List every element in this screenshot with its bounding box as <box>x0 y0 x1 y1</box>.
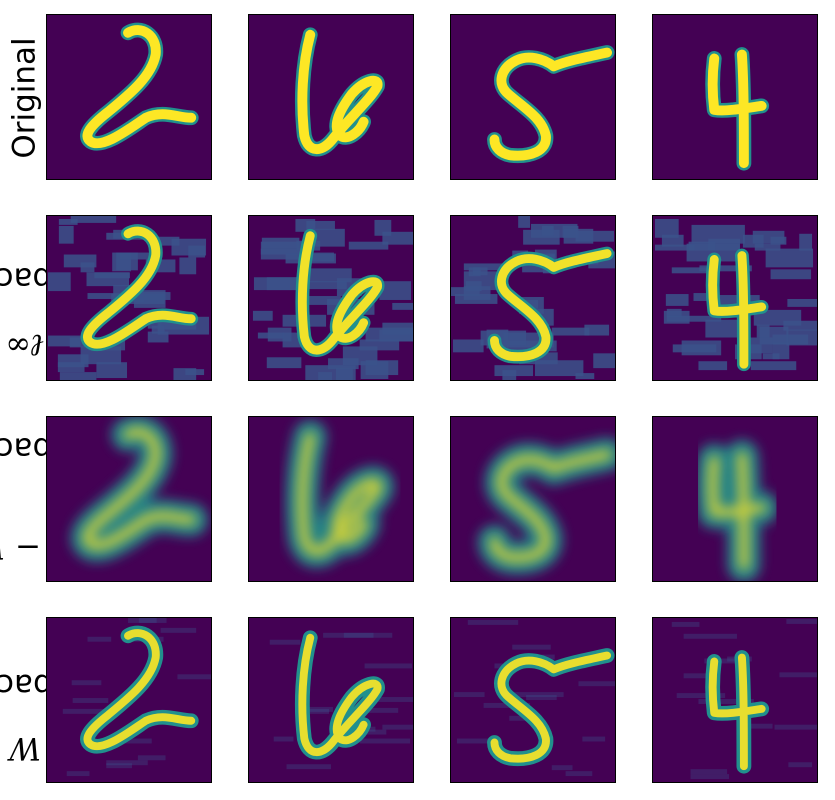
tile-w-col-2-image <box>249 618 413 782</box>
tile-linf-col-3-image <box>451 216 615 380</box>
tile-linf-col-1-image <box>47 216 211 380</box>
tile-linf-col-1 <box>46 215 212 381</box>
tile-w-col-1-image <box>47 618 211 782</box>
tile-l2w-col-3 <box>450 416 616 582</box>
tile-l2w-col-2 <box>248 416 414 582</box>
row-label-w-math: W <box>9 730 41 767</box>
tile-w-col-1 <box>46 617 212 783</box>
tile-w-col-4 <box>652 617 818 783</box>
tile-original-col-1 <box>46 14 212 180</box>
tile-w-col-3 <box>450 617 616 783</box>
tile-l2w-col-1-image <box>47 417 211 581</box>
row-label-l2w: ℓ₂ − W Space <box>0 400 76 600</box>
tile-original-col-4 <box>652 14 818 180</box>
tile-l2w-col-4-image <box>653 417 817 581</box>
row-label-linf: ℓ∞ Space <box>0 208 72 388</box>
tile-linf-col-4 <box>652 215 818 381</box>
tile-original-col-4-image <box>653 15 817 179</box>
tile-original-col-2 <box>248 14 414 180</box>
tile-w-col-3-image <box>451 618 615 782</box>
tile-l2w-col-1 <box>46 416 212 582</box>
tile-original-col-2-image <box>249 15 413 179</box>
tile-linf-col-4-image <box>653 216 817 380</box>
tile-w-col-2 <box>248 617 414 783</box>
tile-original-col-3 <box>450 14 616 180</box>
tile-w-col-4-image <box>653 618 817 782</box>
row-label-w: W Space <box>0 617 72 785</box>
tile-original-col-3-image <box>451 15 615 179</box>
tile-linf-col-3 <box>450 215 616 381</box>
row-label-original: Original <box>0 14 50 182</box>
tile-linf-col-2 <box>248 215 414 381</box>
row-label-original-text: Original <box>7 37 43 159</box>
tile-linf-col-2-image <box>249 216 413 380</box>
tile-l2w-col-2-image <box>249 417 413 581</box>
tile-l2w-col-4 <box>652 416 818 582</box>
row-label-linf-math: ℓ∞ <box>5 327 45 364</box>
tile-l2w-col-3-image <box>451 417 615 581</box>
tile-original-col-1-image <box>47 15 211 179</box>
